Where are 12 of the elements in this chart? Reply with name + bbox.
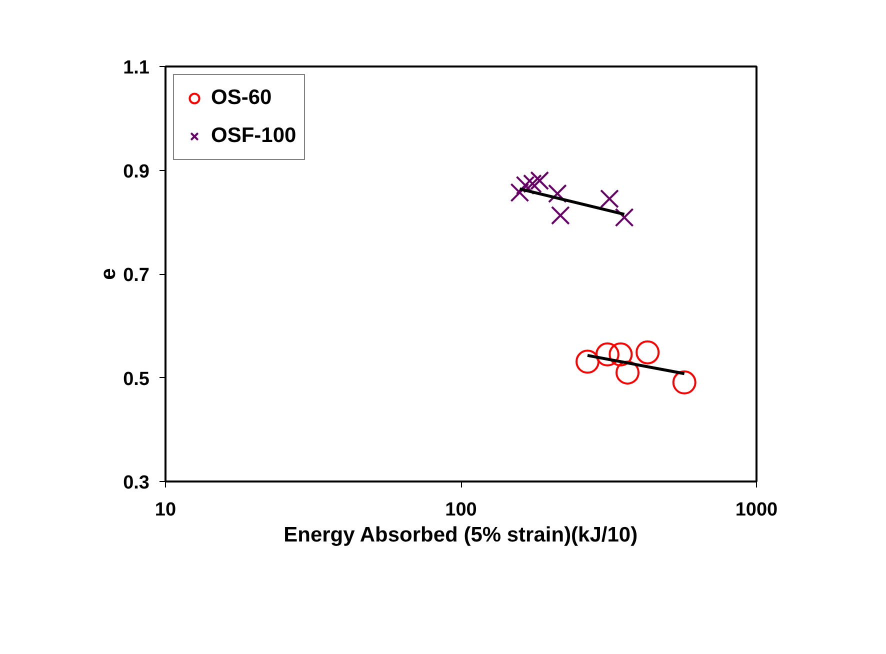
x-tick-label: 100 bbox=[445, 500, 477, 520]
y-tick-label: 0.7 bbox=[123, 265, 150, 286]
y-axis-title: e bbox=[97, 268, 120, 280]
y-tick-label: 0.9 bbox=[123, 161, 150, 182]
x-axis-title: Energy Absorbed (5% strain)(kJ/10) bbox=[284, 524, 638, 546]
legend-label: OSF-100 bbox=[211, 124, 296, 148]
x-tick-label: 1000 bbox=[735, 500, 778, 520]
x-tick-label: 10 bbox=[154, 500, 176, 520]
y-tick-label: 0.3 bbox=[123, 472, 150, 494]
y-tick-label: 0.5 bbox=[123, 368, 150, 390]
legend-label: OS-60 bbox=[211, 86, 272, 110]
y-tick-label: 1.1 bbox=[123, 58, 150, 78]
